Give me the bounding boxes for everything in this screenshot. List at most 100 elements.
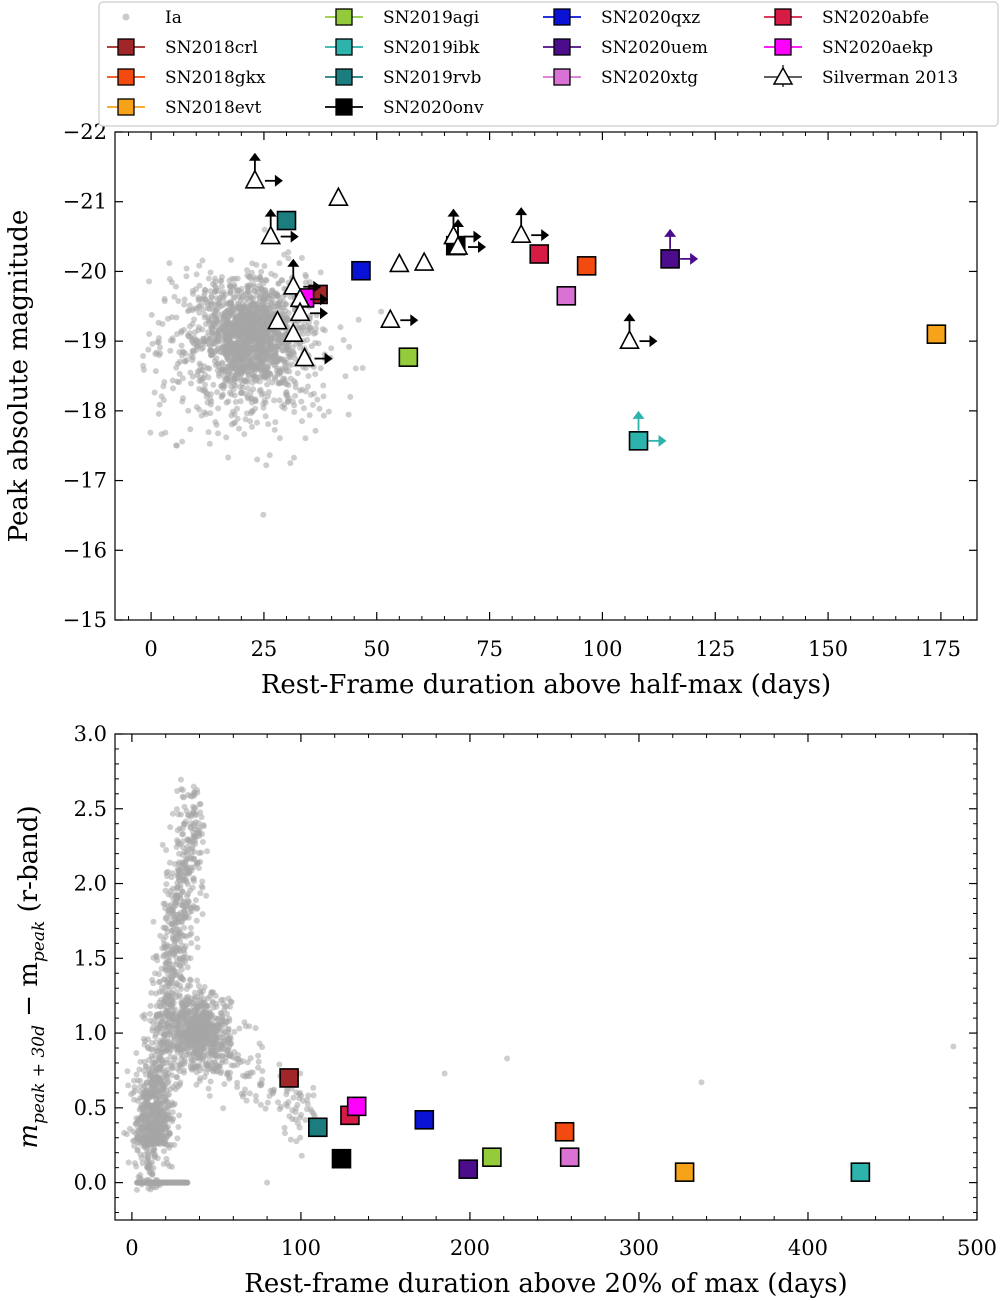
legend-entry: SN2019agi [325, 8, 480, 28]
ia-point [241, 1086, 248, 1093]
ia-point [183, 273, 190, 280]
top-x-tick-label: 0 [144, 637, 157, 661]
ia-point [202, 1010, 209, 1017]
ia-point [298, 1092, 305, 1099]
ia-point [187, 813, 194, 820]
ia-point [281, 251, 288, 258]
ia-point [312, 325, 319, 332]
ia-point [206, 1092, 213, 1099]
ia-point [258, 338, 265, 345]
ia-point [355, 316, 362, 323]
ia-point [312, 427, 319, 434]
ia-point [156, 1135, 163, 1142]
ia-point [237, 398, 244, 405]
ia-point [216, 373, 223, 380]
ia-point [152, 1033, 159, 1040]
ia-point [155, 319, 162, 326]
ia-point [176, 859, 183, 866]
ia-point [272, 419, 279, 426]
ia-point [190, 876, 197, 883]
ia-point [283, 359, 290, 366]
ia-point [203, 892, 210, 899]
ia-point [285, 399, 292, 406]
ia-point [251, 302, 258, 309]
ia-point [152, 1015, 159, 1022]
legend-swatch-square [335, 38, 353, 56]
legend-swatch-square [774, 38, 792, 56]
ia-point [183, 994, 190, 1001]
ia-point [207, 269, 214, 276]
ia-point [179, 852, 186, 859]
ia-point [317, 269, 324, 276]
ia-point [158, 431, 165, 438]
legend-swatch-square [553, 68, 571, 86]
ia-point [202, 411, 209, 418]
ia-point [256, 1040, 263, 1047]
ia-point [161, 951, 168, 958]
silverman-limit-right-head [274, 174, 283, 187]
ia-point [196, 406, 203, 413]
ia-point [137, 1083, 144, 1090]
ia-point [159, 1048, 166, 1055]
ia-point [254, 456, 261, 463]
ia-point [146, 1072, 153, 1079]
ia-point [268, 336, 275, 343]
sn2020xtg-point [559, 1147, 580, 1167]
sn2020abfe-point [529, 244, 550, 264]
top-plot-frame [114, 131, 978, 621]
top-x-tick-label: 175 [921, 637, 961, 661]
ia-point [223, 434, 230, 441]
ia-point [160, 1148, 167, 1155]
ia-point [198, 377, 205, 384]
ia-point [264, 1099, 271, 1106]
ia-point [134, 1146, 141, 1153]
ia-point [159, 841, 166, 848]
ia-point [261, 263, 268, 270]
ia-point [203, 1020, 210, 1027]
ia-point [193, 1081, 200, 1088]
ia-point [258, 330, 265, 337]
ia-point [148, 989, 155, 996]
bottom-ia-cloud [121, 776, 957, 1193]
ia-point [282, 341, 289, 348]
ia-point [280, 299, 287, 306]
ia-point [192, 329, 199, 336]
ia-point [185, 407, 192, 414]
ia-point [196, 360, 203, 367]
ia-point [240, 343, 247, 350]
top-x-tick-label: 150 [808, 637, 848, 661]
ia-point [205, 336, 212, 343]
ia-point [239, 328, 246, 335]
ia-point [153, 1068, 160, 1075]
ia-point [180, 794, 187, 801]
ia-point [185, 1022, 192, 1029]
top-y-tick-label: −20 [63, 259, 107, 283]
ia-point [249, 423, 256, 430]
ia-point [208, 989, 215, 996]
sn2020uem-point [660, 249, 680, 269]
ia-point [175, 379, 182, 386]
sn2020uem-limit-up-head [664, 228, 677, 237]
ia-point [226, 1043, 233, 1050]
ia-point [258, 325, 265, 332]
ia-point [253, 354, 260, 361]
legend-entry: SN2020qxz [543, 8, 700, 28]
ia-point [307, 391, 314, 398]
ia-point [146, 1102, 153, 1109]
ia-point [246, 1090, 253, 1097]
ia-point [241, 431, 248, 438]
ia-point [297, 387, 304, 394]
ia-point [147, 1169, 154, 1176]
ia-point [180, 820, 187, 827]
ia-point [213, 295, 220, 302]
ia-point [179, 1052, 186, 1059]
ia-point [140, 352, 147, 359]
ia-point [252, 405, 259, 412]
ia-point [194, 935, 201, 942]
ia-point [244, 322, 251, 329]
ia-point [166, 1179, 173, 1186]
ia-point [169, 1064, 176, 1071]
bottom-x-tick-label: 500 [957, 1236, 997, 1260]
ia-point [220, 312, 227, 319]
ia-point [207, 391, 214, 398]
